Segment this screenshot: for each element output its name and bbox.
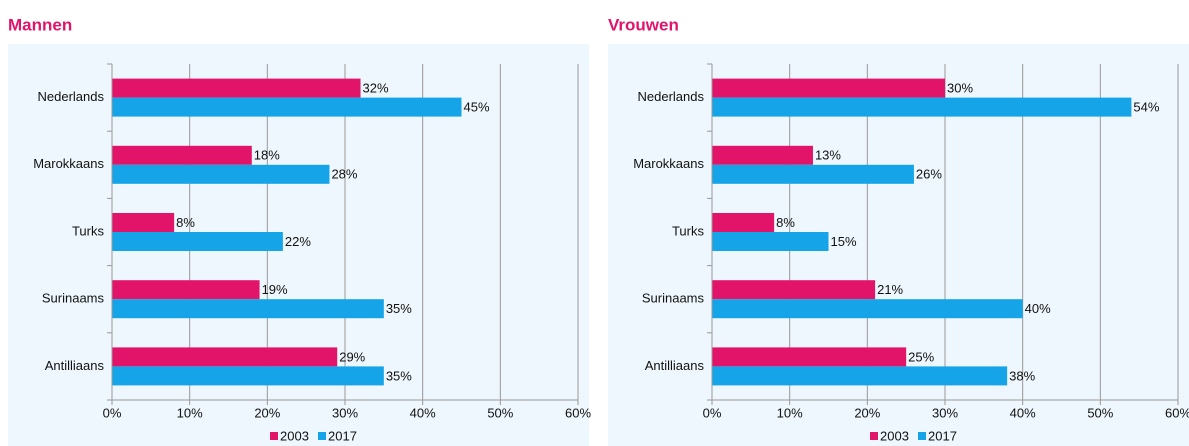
bar: [112, 213, 175, 232]
x-tick-label: 20%: [254, 405, 280, 420]
y-tick-label: Nederlands: [38, 89, 105, 104]
bar: [712, 232, 829, 251]
x-tick-label: 60%: [565, 405, 591, 420]
y-tick-label: Surinaams: [642, 291, 705, 306]
x-tick-label: 40%: [410, 405, 436, 420]
x-tick-label: 10%: [777, 405, 803, 420]
data-label: 8%: [776, 215, 795, 230]
y-tick-label: Turks: [72, 223, 105, 238]
x-tick-label: 0%: [703, 405, 722, 420]
y-tick-label: Marokkaans: [633, 156, 704, 171]
data-label: 8%: [176, 215, 195, 230]
x-tick-label: 20%: [854, 405, 880, 420]
data-label: 18%: [254, 148, 280, 163]
data-label: 30%: [947, 81, 973, 96]
data-label: 26%: [916, 167, 942, 182]
data-label: 40%: [1025, 301, 1051, 316]
data-label: 35%: [386, 368, 412, 383]
data-label: 54%: [1133, 100, 1159, 115]
chart-title: Mannen: [8, 15, 72, 34]
bar: [712, 97, 1132, 117]
data-label: 13%: [815, 148, 841, 163]
bar: [112, 78, 361, 98]
bar: [112, 164, 330, 184]
bar: [712, 213, 775, 232]
legend-label: 2017: [328, 428, 357, 443]
bar: [112, 366, 384, 386]
legend-swatch: [870, 432, 878, 440]
x-tick-label: 50%: [487, 405, 513, 420]
legend-label: 2003: [280, 428, 309, 443]
y-tick-label: Antilliaans: [45, 358, 105, 373]
bar: [112, 97, 462, 117]
data-label: 19%: [262, 282, 288, 297]
bar: [112, 145, 252, 165]
bar: [112, 299, 384, 319]
data-label: 45%: [464, 100, 490, 115]
x-tick-label: 30%: [332, 405, 358, 420]
bar: [712, 347, 907, 367]
chart-title: Vrouwen: [608, 15, 679, 34]
data-label: 21%: [877, 282, 903, 297]
x-tick-label: 50%: [1087, 405, 1113, 420]
bar: [712, 366, 1008, 386]
legend-swatch: [918, 432, 926, 440]
x-tick-label: 30%: [932, 405, 958, 420]
x-tick-label: 60%: [1165, 405, 1189, 420]
legend-label: 2003: [880, 428, 909, 443]
data-label: 32%: [363, 81, 389, 96]
bar: [112, 280, 260, 300]
data-label: 38%: [1009, 368, 1035, 383]
data-label: 29%: [339, 349, 365, 364]
legend-swatch: [318, 432, 326, 440]
y-tick-label: Marokkaans: [33, 156, 104, 171]
data-label: 22%: [285, 234, 311, 249]
y-tick-label: Turks: [672, 223, 705, 238]
data-label: 15%: [831, 234, 857, 249]
bar: [112, 232, 283, 251]
data-label: 35%: [386, 301, 412, 316]
data-label: 25%: [908, 349, 934, 364]
bar: [712, 280, 876, 300]
y-tick-label: Antilliaans: [645, 358, 705, 373]
x-tick-label: 0%: [103, 405, 122, 420]
x-tick-label: 40%: [1010, 405, 1036, 420]
legend-swatch: [270, 432, 278, 440]
x-tick-label: 10%: [177, 405, 203, 420]
data-label: 28%: [331, 167, 357, 182]
y-tick-label: Surinaams: [42, 291, 105, 306]
bar: [112, 347, 338, 367]
legend-label: 2017: [928, 428, 957, 443]
bar: [712, 78, 945, 98]
bar: [712, 299, 1023, 319]
y-tick-label: Nederlands: [638, 89, 705, 104]
bar: [712, 164, 914, 184]
bar: [712, 145, 813, 165]
